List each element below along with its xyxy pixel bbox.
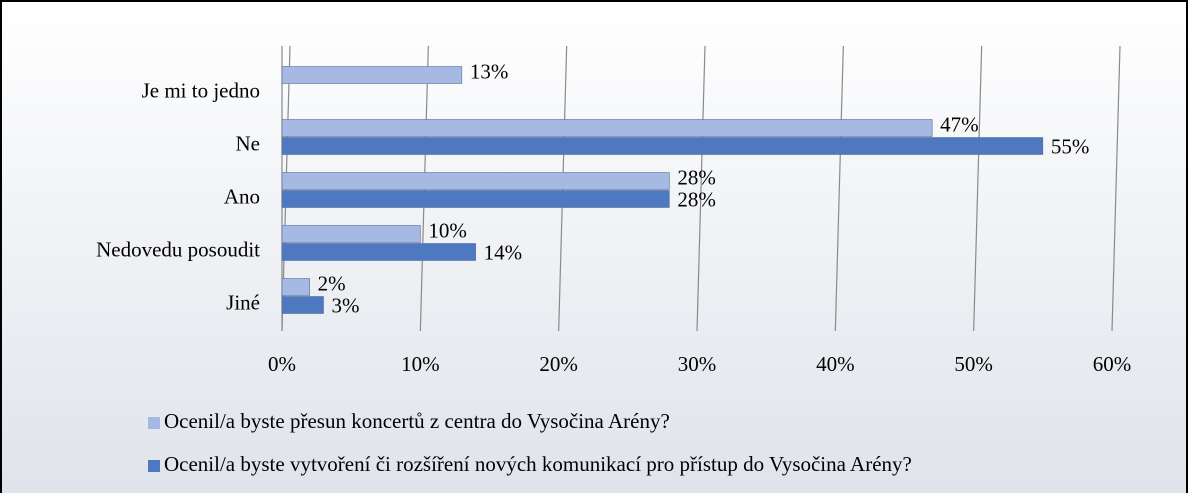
grid-line	[1111, 45, 1121, 332]
data-label: 14%	[484, 240, 522, 264]
data-label: 3%	[332, 293, 360, 317]
bar	[281, 172, 670, 190]
legend-label: Ocenil/a byste přesun koncertů z centra …	[164, 409, 670, 433]
data-label: 2%	[318, 271, 346, 295]
data-label: 13%	[470, 59, 509, 83]
x-tick-label: 50%	[954, 352, 993, 376]
bar	[281, 190, 670, 208]
bar	[281, 296, 324, 314]
data-label: 47%	[940, 112, 979, 136]
grid-line	[973, 45, 983, 332]
legend-marker	[148, 460, 160, 472]
x-tick-label: 10%	[401, 352, 440, 376]
grid-line	[696, 45, 706, 332]
legend-label: Ocenil/a byste vytvoření či rozšíření no…	[164, 452, 912, 476]
bar	[281, 119, 933, 137]
x-tick-label: 60%	[1093, 352, 1132, 376]
y-tick-label: Ano	[224, 184, 260, 208]
bar	[281, 225, 421, 243]
x-tick-label: 30%	[678, 352, 717, 376]
y-tick-label: Ne	[236, 131, 261, 155]
bar	[281, 66, 463, 84]
grid-line	[834, 45, 844, 332]
data-label: 10%	[428, 218, 467, 242]
data-label: 55%	[1051, 134, 1090, 158]
bar	[281, 243, 476, 261]
x-tick-label: 20%	[539, 352, 578, 376]
bar	[281, 137, 1044, 155]
y-tick-label: Nedovedu posoudit	[96, 237, 260, 261]
x-tick-label: 0%	[268, 352, 296, 376]
y-tick-label: Jiné	[226, 290, 260, 314]
y-tick-label: Je mi to jedno	[142, 78, 260, 102]
data-label: 28%	[677, 187, 716, 211]
data-label: 28%	[677, 165, 716, 189]
bar	[281, 278, 310, 296]
legend-marker	[148, 417, 160, 429]
x-tick-label: 40%	[816, 352, 855, 376]
